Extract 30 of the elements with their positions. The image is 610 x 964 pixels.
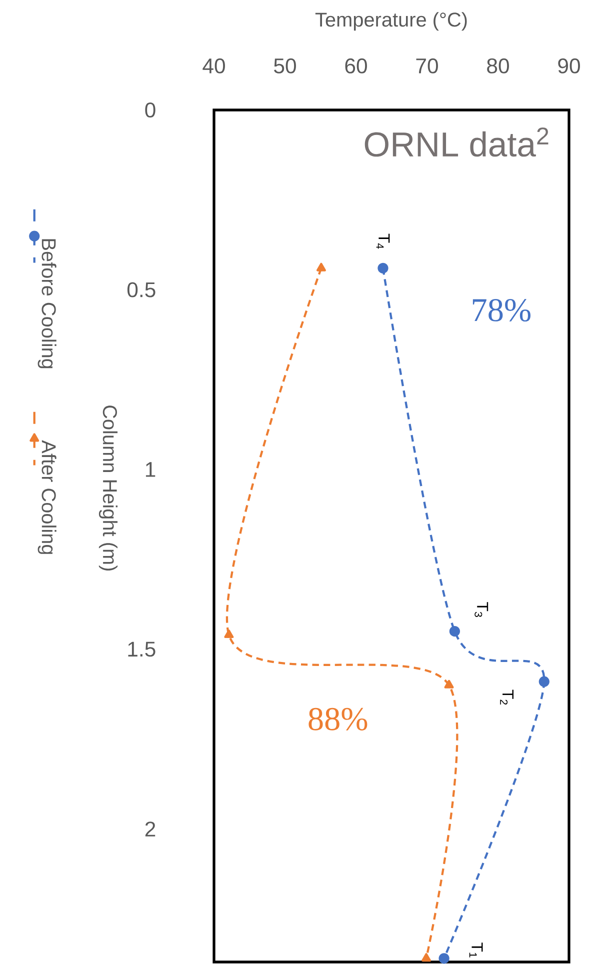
x-tick-label: 80 bbox=[487, 58, 509, 74]
x-tick-label: 70 bbox=[416, 58, 438, 74]
point bbox=[438, 953, 450, 964]
annotation: ORNL data$^{2}$ bbox=[364, 127, 548, 157]
x-tick-label: 90 bbox=[558, 58, 580, 74]
point bbox=[316, 262, 326, 272]
point bbox=[422, 953, 432, 962]
y-tick-label: 0.5 bbox=[127, 282, 156, 298]
annotation: T$_{4}$ bbox=[376, 234, 390, 249]
annotation: 78% bbox=[472, 298, 530, 322]
point bbox=[449, 626, 460, 637]
y-tick-label: 2 bbox=[145, 822, 156, 836]
x-tick-label: 40 bbox=[202, 58, 225, 74]
x-tick-label: 60 bbox=[345, 58, 367, 74]
y-tick-label: 1.5 bbox=[128, 642, 156, 657]
annotation: T$_{2}$ bbox=[500, 690, 514, 705]
y-tick-label: 0 bbox=[145, 102, 156, 118]
legend-label: After Cooling bbox=[38, 440, 56, 554]
point bbox=[224, 630, 234, 638]
annotation: T$_{3}$ bbox=[474, 602, 488, 617]
point bbox=[378, 262, 388, 274]
x-axis-title: Temperature (°C) bbox=[315, 12, 467, 31]
y-tick-label: 1 bbox=[146, 462, 156, 477]
point bbox=[538, 676, 550, 687]
x-tick-label: 50 bbox=[274, 58, 296, 74]
y-axis-title: Column Height (m) bbox=[98, 406, 118, 570]
annotation: 88% bbox=[308, 708, 368, 730]
point bbox=[444, 680, 454, 688]
annotation: T$_{1}$ bbox=[469, 942, 483, 958]
legend-label: Before Cooling bbox=[38, 239, 56, 368]
